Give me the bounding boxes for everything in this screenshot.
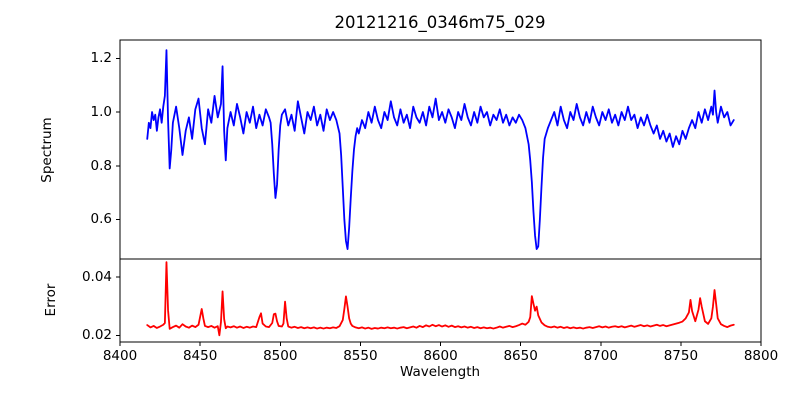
- xtick-8650: 8650: [503, 348, 538, 364]
- spectrum-ytick-1.2: 1.2: [90, 50, 112, 67]
- error-axis-label: Error: [43, 283, 59, 317]
- chart-title: 20121216_0346m75_029: [334, 13, 546, 32]
- spectrum-ytick-0.8: 0.8: [90, 157, 112, 174]
- xtick-8800: 8800: [743, 348, 779, 364]
- wavelength-axis-label: Wavelength: [399, 364, 481, 380]
- xtick-8550: 8550: [343, 348, 378, 364]
- xtick-8600: 8600: [423, 348, 458, 364]
- error-ytick-0.04: 0.04: [81, 268, 112, 285]
- xtick-8700: 8700: [583, 348, 618, 364]
- error-panel-border: [119, 258, 762, 343]
- error-line: [146, 261, 735, 337]
- spectrum-line: [146, 49, 735, 250]
- spectrum-panel-border: [119, 39, 762, 260]
- xtick-8450: 8450: [182, 348, 218, 364]
- xtick-8400: 8400: [102, 348, 138, 364]
- spectrum-axis-label: Spectrum: [39, 117, 55, 183]
- spectrum-ytick-0.6: 0.6: [90, 211, 112, 228]
- axis-tick-marks: [116, 57, 762, 346]
- xtick-8750: 8750: [663, 348, 699, 364]
- spectrum-ytick-1.0: 1.0: [90, 104, 112, 120]
- xtick-8500: 8500: [263, 348, 298, 364]
- error-ytick-0.02: 0.02: [81, 327, 112, 344]
